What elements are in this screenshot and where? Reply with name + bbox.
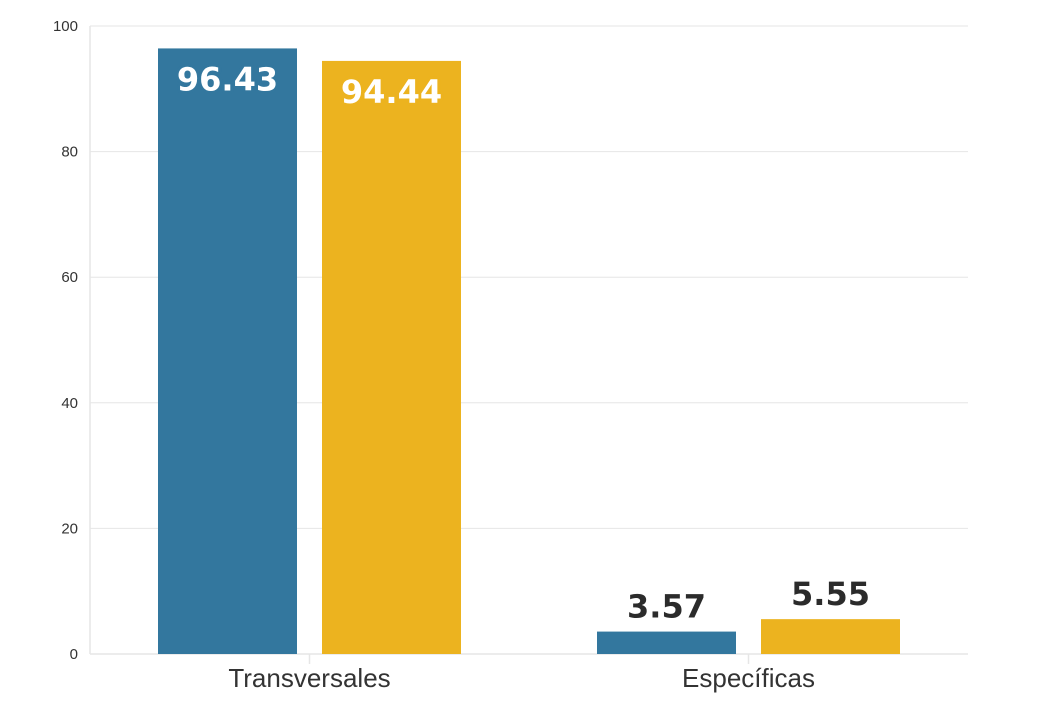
x-tick-label: Específicas [682,663,815,693]
data-label: 3.57 [627,588,706,626]
y-tick-label: 40 [61,395,78,412]
y-tick-label: 100 [53,18,78,35]
bar [158,48,297,654]
axes: 0 20 40 60 80 100 Transversales Específicas [53,18,968,693]
y-tick-label: 60 [61,269,78,286]
y-tick-label: 0 [70,646,78,663]
y-tick-label: 80 [61,144,78,161]
x-tick-label: Transversales [228,663,390,693]
bar [761,619,900,654]
bar [597,631,736,654]
bars [158,48,900,654]
data-label: 94.44 [341,73,442,111]
data-label: 5.55 [791,575,870,613]
data-label: 96.43 [177,60,278,98]
bar [322,60,461,654]
data-labels: 96.43 94.44 3.57 5.55 [174,57,870,626]
y-tick-label: 20 [61,520,78,537]
